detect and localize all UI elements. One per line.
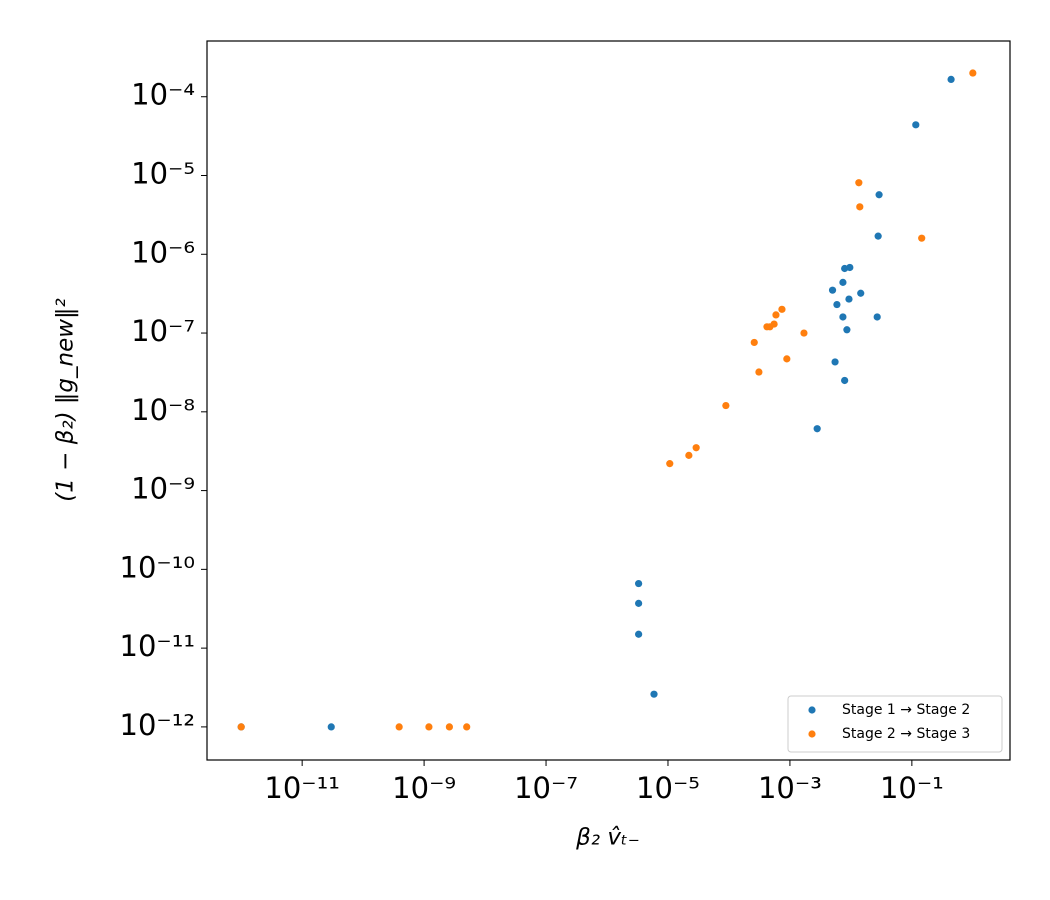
x-tick-label: 10⁻⁹ xyxy=(392,771,456,805)
point xyxy=(650,690,658,698)
x-tick-label: 10⁻⁵ xyxy=(636,771,700,805)
point xyxy=(463,723,471,731)
point xyxy=(772,311,780,319)
plot-frame xyxy=(206,40,1011,761)
y-tick-label: 10⁻⁵ xyxy=(131,157,195,191)
point xyxy=(237,723,245,731)
point xyxy=(666,460,674,468)
point xyxy=(912,121,920,129)
point xyxy=(839,313,847,321)
legend: Stage 1 → Stage 2 Stage 2 → Stage 3 xyxy=(787,695,1003,753)
point xyxy=(857,289,865,297)
point xyxy=(750,338,758,347)
y-tick-label: 10⁻¹² xyxy=(120,708,195,742)
point xyxy=(755,368,763,376)
point xyxy=(722,401,730,410)
point xyxy=(918,234,926,242)
point xyxy=(846,263,854,272)
point xyxy=(947,75,955,83)
point xyxy=(800,329,808,337)
x-tick-label: 10⁻⁷ xyxy=(514,771,578,805)
point xyxy=(692,444,700,452)
point xyxy=(778,305,786,313)
point xyxy=(843,326,851,334)
point xyxy=(395,723,403,731)
legend-marker xyxy=(808,706,816,714)
point xyxy=(839,278,847,286)
point xyxy=(327,723,335,731)
x-tick-label: 10⁻¹¹ xyxy=(264,771,339,805)
y-tick-label: 10⁻⁹ xyxy=(131,472,195,506)
y-axis-label: (1 − β₂) ‖g_new‖² xyxy=(53,298,79,502)
point xyxy=(635,630,643,638)
y-tick-label: 10⁻⁷ xyxy=(131,314,195,348)
point xyxy=(425,723,433,731)
point xyxy=(685,451,693,459)
legend-box xyxy=(787,695,1003,753)
x-tick-label: 10⁻¹ xyxy=(880,771,944,805)
point xyxy=(770,320,778,328)
x-tick-label: 10⁻³ xyxy=(758,771,822,805)
point xyxy=(635,599,643,607)
point xyxy=(635,579,643,588)
point xyxy=(874,232,882,240)
point xyxy=(833,300,841,309)
y-tick-label: 10⁻¹⁰ xyxy=(120,550,195,584)
legend-label: Stage 1 → Stage 2 xyxy=(842,702,970,718)
point xyxy=(873,313,881,321)
y-tick-label: 10⁻⁶ xyxy=(131,235,195,269)
point xyxy=(813,425,821,433)
point xyxy=(831,358,839,366)
point xyxy=(875,191,883,199)
y-tick-label: 10⁻¹¹ xyxy=(120,629,195,663)
y-tick-label: 10⁻⁸ xyxy=(131,393,195,427)
point xyxy=(856,203,864,211)
point xyxy=(841,376,849,385)
point xyxy=(445,723,453,731)
y-tick-label: 10⁻⁴ xyxy=(131,78,195,112)
legend-marker xyxy=(808,730,816,738)
point xyxy=(969,69,977,77)
point xyxy=(828,286,837,294)
point xyxy=(855,179,863,187)
point xyxy=(845,295,853,303)
point xyxy=(783,355,791,363)
legend-label: Stage 2 → Stage 3 xyxy=(842,726,970,742)
x-axis-label: β₂ v̂ₜ₋ xyxy=(575,825,640,851)
